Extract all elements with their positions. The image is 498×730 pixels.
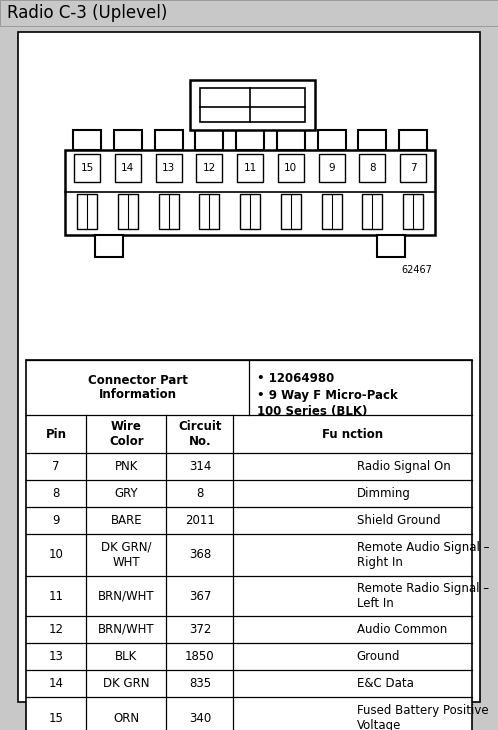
Text: BRN/WHT: BRN/WHT (98, 623, 155, 636)
Text: Radio Signal On: Radio Signal On (357, 460, 451, 473)
Text: 11: 11 (49, 590, 64, 602)
Bar (200, 88, 305, 122)
Bar (362, 194, 382, 229)
Text: 12: 12 (49, 623, 64, 636)
Text: 14: 14 (121, 163, 134, 173)
Text: Circuit
No.: Circuit No. (178, 420, 222, 448)
Bar (73, 130, 101, 150)
Bar (95, 235, 123, 257)
Bar (278, 154, 304, 182)
Bar (199, 194, 219, 229)
Bar (377, 235, 405, 257)
Text: BRN/WHT: BRN/WHT (98, 590, 155, 602)
Bar (74, 154, 100, 182)
Text: 7: 7 (52, 460, 60, 473)
Text: • 12064980: • 12064980 (257, 372, 334, 385)
Text: 11: 11 (244, 163, 256, 173)
Text: 10: 10 (284, 163, 297, 173)
Bar (240, 194, 260, 229)
Bar (77, 194, 97, 229)
Text: 9: 9 (52, 514, 60, 527)
Text: 372: 372 (189, 623, 211, 636)
Bar (237, 154, 263, 182)
Bar (115, 154, 141, 182)
Text: 8: 8 (369, 163, 375, 173)
Bar (190, 80, 315, 130)
Text: Fused Battery Positive
Voltage: Fused Battery Positive Voltage (357, 704, 489, 730)
Text: BARE: BARE (111, 514, 142, 527)
Text: 7: 7 (410, 163, 416, 173)
Text: 368: 368 (189, 548, 211, 561)
Text: DK GRN/
WHT: DK GRN/ WHT (101, 541, 151, 569)
Bar (0, 0, 498, 26)
Bar (118, 194, 138, 229)
Bar (403, 194, 423, 229)
Text: 2011: 2011 (185, 514, 215, 527)
Text: Pin: Pin (46, 428, 67, 440)
Text: 62467: 62467 (401, 265, 432, 275)
Text: Wire
Color: Wire Color (109, 420, 143, 448)
Bar (114, 130, 142, 150)
Text: E&C Data: E&C Data (357, 677, 413, 690)
Bar (319, 154, 345, 182)
Text: 12: 12 (203, 163, 216, 173)
Text: 14: 14 (49, 677, 64, 690)
Text: Ground: Ground (357, 650, 400, 663)
Text: Radio C-3 (Uplevel): Radio C-3 (Uplevel) (7, 4, 167, 22)
Text: DK GRN: DK GRN (103, 677, 149, 690)
Text: 1850: 1850 (185, 650, 215, 663)
Text: 367: 367 (189, 590, 211, 602)
Bar (318, 130, 346, 150)
Bar (277, 130, 305, 150)
Text: 8: 8 (196, 487, 204, 500)
Text: GRY: GRY (115, 487, 138, 500)
Text: 15: 15 (80, 163, 94, 173)
Text: 10: 10 (49, 548, 64, 561)
Bar (155, 154, 181, 182)
Text: 13: 13 (49, 650, 64, 663)
Text: Fu nction: Fu nction (322, 428, 383, 440)
Bar (281, 194, 301, 229)
Text: Connector Part
Information: Connector Part Information (88, 374, 187, 402)
Text: 835: 835 (189, 677, 211, 690)
Text: 13: 13 (162, 163, 175, 173)
Bar (322, 194, 342, 229)
Text: 9: 9 (328, 163, 335, 173)
Bar (236, 130, 264, 150)
Text: 340: 340 (189, 712, 211, 724)
Bar (65, 150, 435, 235)
Text: Remote Audio Signal –
Right In: Remote Audio Signal – Right In (357, 541, 489, 569)
Bar (158, 194, 178, 229)
Bar (400, 154, 426, 182)
Bar (399, 130, 427, 150)
Bar (196, 154, 222, 182)
Text: • 9 Way F Micro-Pack
100 Series (BLK): • 9 Way F Micro-Pack 100 Series (BLK) (257, 390, 398, 418)
Text: Audio Common: Audio Common (357, 623, 447, 636)
Text: 15: 15 (49, 712, 64, 724)
Text: PNK: PNK (115, 460, 138, 473)
Bar (359, 154, 385, 182)
Text: 8: 8 (52, 487, 60, 500)
Text: Shield Ground: Shield Ground (357, 514, 440, 527)
Bar (358, 130, 386, 150)
Bar (195, 130, 223, 150)
Bar (154, 130, 182, 150)
Bar (26, 360, 472, 730)
Text: Dimming: Dimming (357, 487, 410, 500)
Text: Remote Radio Signal –
Left In: Remote Radio Signal – Left In (357, 582, 489, 610)
Text: 314: 314 (189, 460, 211, 473)
Text: ORN: ORN (113, 712, 139, 724)
Text: BLK: BLK (115, 650, 137, 663)
